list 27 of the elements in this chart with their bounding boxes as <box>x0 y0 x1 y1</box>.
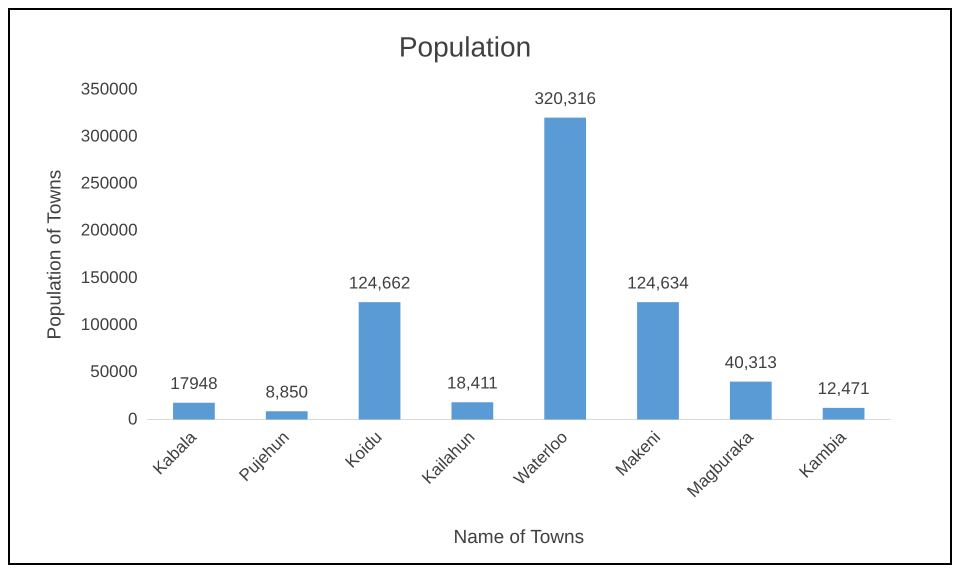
bar <box>266 411 308 420</box>
y-tick-label: 50000 <box>90 362 138 382</box>
data-label: 17948 <box>170 374 218 393</box>
bar <box>637 302 679 420</box>
bar <box>451 402 494 420</box>
y-tick-label: 250000 <box>80 174 138 193</box>
data-label: 18,411 <box>446 373 498 392</box>
data-label: 124,634 <box>627 273 689 292</box>
y-tick-label: 350000 <box>80 79 138 98</box>
chart-title: Population <box>398 32 532 63</box>
data-label: 320,316 <box>534 88 596 108</box>
y-tick-label: 100000 <box>80 315 138 334</box>
x-axis-title: Name of Towns <box>453 526 584 548</box>
y-tick-label: 200000 <box>80 220 138 240</box>
y-tick-label: 300000 <box>80 126 138 146</box>
bar <box>730 382 772 420</box>
y-tick-label: 150000 <box>80 268 138 287</box>
bar <box>822 408 864 420</box>
bar <box>173 402 215 420</box>
data-label: 124,662 <box>348 273 410 292</box>
bar <box>358 302 400 420</box>
data-label: 8,850 <box>265 382 308 402</box>
data-label: 12,471 <box>818 379 870 398</box>
bar <box>544 118 586 420</box>
y-tick-label: 0 <box>128 409 138 428</box>
data-label: 40,313 <box>724 352 777 372</box>
y-axis-title: Population of Towns <box>44 170 66 340</box>
